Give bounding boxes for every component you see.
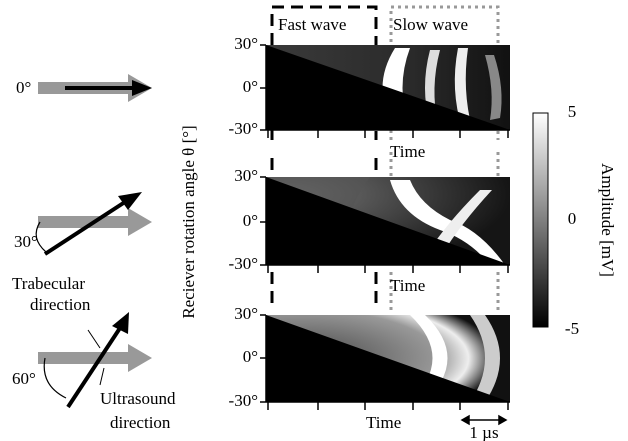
x-axis-label: Time [366,413,401,432]
colorbar-tick: 5 [568,102,577,121]
colorbar-tick: 0 [568,209,577,228]
colorbar [532,112,549,328]
angle-label: 60° [12,369,36,388]
ultrasound-label: Ultrasound [100,389,176,408]
slow-wave-label: Slow wave [393,15,468,34]
x-axis-label: Time [390,142,425,161]
y-tick-label: 0° [243,211,258,230]
colorbar-tick: -5 [565,319,579,338]
y-tick-label: -30° [229,119,258,138]
y-tick-label: -30° [229,391,258,410]
angle-label: 30° [14,232,38,251]
trabecular-label: direction [30,295,91,314]
y-tick-label: 30° [234,304,258,323]
scale-bar-label: 1 µs [469,423,498,441]
y-tick-label: -30° [229,254,258,273]
fast-wave-label: Fast wave [278,15,346,34]
y-tick-label: 0° [243,77,258,96]
y-tick-label: 30° [234,34,258,53]
trabecular-label: Trabecular [12,274,85,293]
axes [260,44,510,410]
y-axis-label: Reciever rotation angle θ [°] [179,125,198,318]
y-tick-label: 0° [243,347,258,366]
angle-label: 0° [16,78,31,97]
direction-icon-30 [35,192,152,256]
x-axis-label: Time [390,276,425,295]
y-tick-labels: 30° 0° -30° 30° 0° -30° 30° 0° -30° [229,34,258,410]
direction-icon-60 [38,312,152,409]
ultrasound-label: direction [110,413,171,432]
y-tick-label: 30° [234,166,258,185]
scale-bar [460,414,508,426]
direction-icon-0 [38,74,152,102]
colorbar-label: Amplitude [mV] [598,163,617,277]
